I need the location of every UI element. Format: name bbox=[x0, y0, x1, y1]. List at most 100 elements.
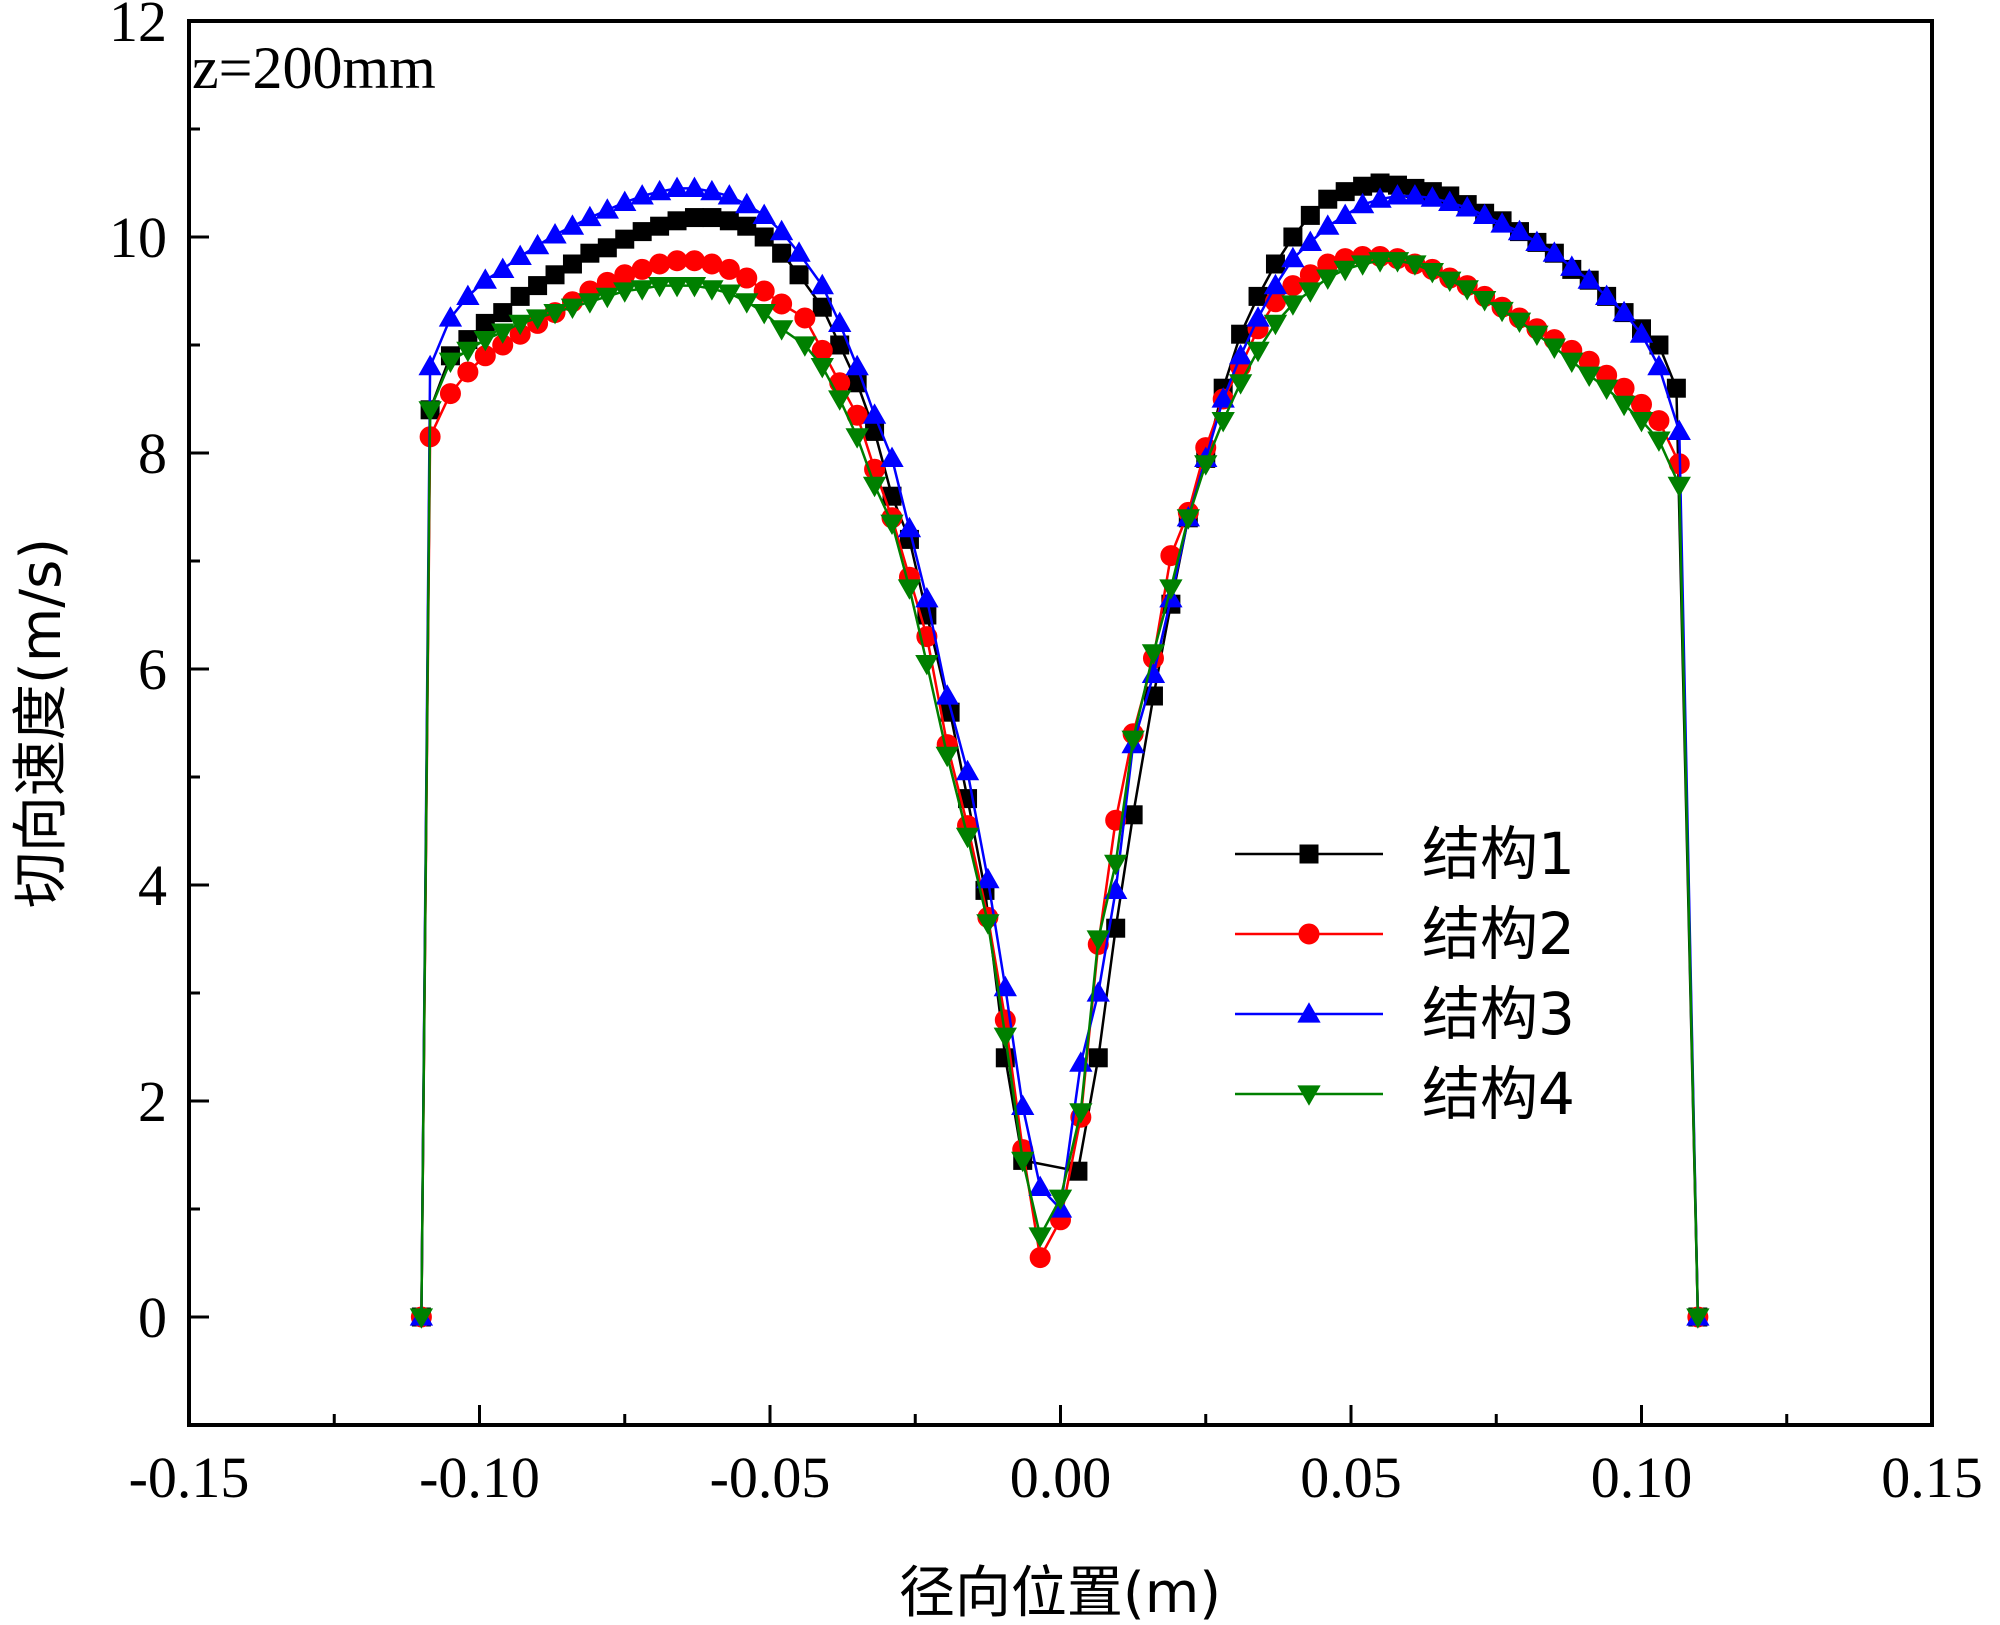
data-point bbox=[862, 476, 887, 498]
data-point bbox=[1455, 196, 1479, 217]
data-point bbox=[1560, 255, 1584, 276]
data-point bbox=[1028, 1227, 1052, 1248]
data-point bbox=[1316, 214, 1340, 235]
data-point bbox=[828, 311, 852, 332]
x-tick-label: 0.05 bbox=[1300, 1445, 1402, 1510]
data-point bbox=[1028, 1175, 1052, 1196]
data-point bbox=[810, 358, 834, 379]
data-point bbox=[1420, 262, 1445, 284]
y-tick-label: 12 bbox=[109, 0, 167, 54]
y-tick-label: 2 bbox=[138, 1069, 167, 1134]
data-point bbox=[1472, 291, 1497, 312]
data-point bbox=[1385, 252, 1410, 273]
data-point bbox=[508, 314, 532, 336]
data-point bbox=[473, 268, 497, 289]
data-point bbox=[1299, 264, 1321, 286]
data-point bbox=[880, 446, 904, 467]
annotation-z: z=200mm bbox=[192, 35, 436, 101]
x-axis-title: 径向位置(m) bbox=[899, 1561, 1221, 1625]
data-point bbox=[1228, 374, 1253, 395]
data-point bbox=[1318, 189, 1338, 209]
data-point bbox=[1335, 182, 1355, 202]
data-point bbox=[438, 352, 463, 374]
data-point bbox=[771, 293, 793, 315]
data-point bbox=[682, 176, 707, 197]
data-point bbox=[1263, 314, 1288, 336]
data-point bbox=[473, 331, 497, 352]
data-point bbox=[1472, 203, 1497, 224]
data-point bbox=[915, 655, 939, 676]
data-point bbox=[1123, 805, 1143, 825]
data-point bbox=[1560, 352, 1584, 374]
data-point bbox=[1612, 300, 1636, 322]
ticks-layer: -0.15 -0.10 -0.05 0.00 0.05 0.10 0.15 0 2 4 6 8 10 12 bbox=[109, 0, 1983, 1510]
data-point bbox=[794, 307, 816, 329]
data-point bbox=[560, 214, 585, 235]
data-point bbox=[1420, 186, 1445, 207]
x-tick-label: 0.15 bbox=[1881, 1445, 1983, 1510]
data-point bbox=[955, 827, 980, 849]
data-point bbox=[615, 229, 635, 249]
y-tick-label: 8 bbox=[138, 421, 167, 486]
data-point bbox=[1507, 219, 1532, 241]
data-point bbox=[525, 309, 550, 330]
data-point bbox=[1507, 312, 1532, 334]
data-point bbox=[700, 280, 724, 301]
data-point bbox=[649, 253, 671, 275]
data-point bbox=[418, 354, 442, 376]
x-tick-label: 0.00 bbox=[1010, 1445, 1112, 1510]
data-point bbox=[935, 746, 959, 768]
data-point bbox=[525, 233, 550, 255]
data-point bbox=[1211, 387, 1235, 408]
data-point bbox=[667, 211, 687, 231]
data-point bbox=[1577, 366, 1601, 388]
data-point bbox=[456, 341, 480, 363]
data-point bbox=[1011, 1151, 1035, 1173]
legend-marker bbox=[1297, 1002, 1321, 1023]
data-point bbox=[719, 211, 739, 231]
data-point bbox=[752, 304, 776, 325]
data-point bbox=[630, 280, 654, 301]
data-point bbox=[647, 179, 672, 201]
data-point bbox=[1612, 395, 1636, 417]
data-point bbox=[828, 390, 852, 411]
data-point bbox=[1629, 322, 1654, 343]
data-point bbox=[1228, 343, 1253, 365]
data-point bbox=[1333, 260, 1357, 282]
data-point bbox=[718, 258, 740, 280]
data-point bbox=[1350, 192, 1375, 214]
data-point bbox=[1686, 1308, 1710, 1329]
data-point bbox=[1298, 230, 1322, 251]
data-point bbox=[438, 306, 463, 327]
data-point bbox=[543, 304, 567, 325]
data-point bbox=[562, 254, 582, 274]
data-point bbox=[829, 372, 851, 394]
data-point bbox=[1264, 291, 1286, 313]
data-point bbox=[545, 265, 565, 285]
data-point bbox=[578, 293, 602, 314]
data-point bbox=[935, 684, 959, 705]
x-tick-label: -0.10 bbox=[419, 1445, 540, 1510]
data-point bbox=[1629, 412, 1654, 433]
data-point bbox=[1300, 205, 1320, 225]
legend-label: 结构2 bbox=[1422, 900, 1575, 968]
data-point bbox=[1542, 241, 1567, 262]
data-point bbox=[735, 192, 759, 214]
data-point bbox=[1246, 341, 1270, 363]
data-point bbox=[1666, 378, 1686, 398]
data-point bbox=[1490, 212, 1514, 233]
data-point bbox=[493, 303, 513, 323]
data-point bbox=[769, 219, 794, 241]
legend-item-1: 结构1 bbox=[1235, 820, 1575, 888]
data-point bbox=[735, 293, 759, 314]
data-point bbox=[772, 243, 792, 263]
data-point bbox=[595, 198, 619, 219]
data-point bbox=[754, 227, 774, 247]
data-point bbox=[578, 205, 602, 227]
data-point bbox=[1525, 325, 1549, 347]
data-point bbox=[613, 282, 637, 303]
data-point bbox=[1141, 644, 1166, 665]
data-point bbox=[701, 253, 723, 275]
data-point bbox=[409, 1308, 434, 1329]
